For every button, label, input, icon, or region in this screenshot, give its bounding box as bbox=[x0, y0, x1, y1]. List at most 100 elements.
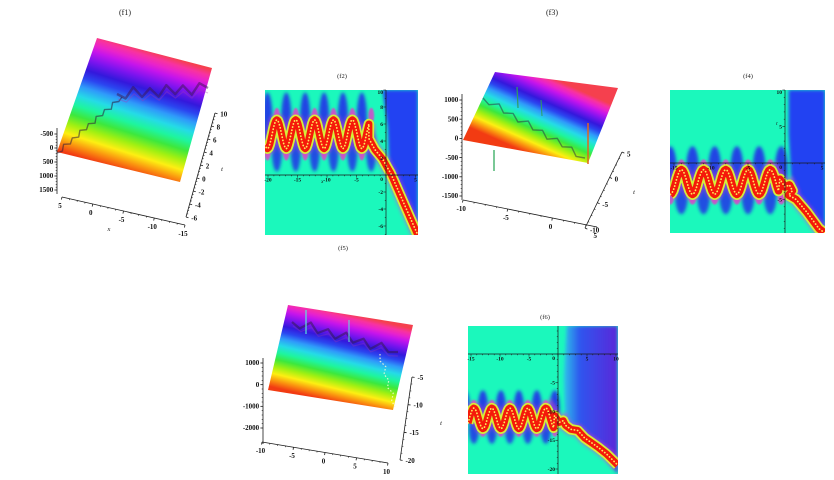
svg-text:-20: -20 bbox=[405, 457, 415, 465]
svg-text:-5: -5 bbox=[527, 356, 532, 362]
svg-text:-1000: -1000 bbox=[243, 403, 260, 411]
svg-text:t: t bbox=[440, 420, 442, 427]
svg-text:1000: 1000 bbox=[245, 359, 260, 367]
svg-text:500: 500 bbox=[448, 115, 459, 123]
svg-text:0: 0 bbox=[89, 209, 93, 217]
svg-text:-4: -4 bbox=[378, 207, 383, 213]
svg-text:-15: -15 bbox=[294, 177, 302, 183]
svg-text:-10: -10 bbox=[590, 226, 600, 234]
svg-text:-5: -5 bbox=[289, 452, 295, 460]
svg-text:-5: -5 bbox=[602, 201, 608, 209]
svg-text:x: x bbox=[320, 179, 324, 185]
panel-title-f1: (f1) bbox=[119, 8, 131, 17]
svg-text:-500: -500 bbox=[40, 130, 53, 138]
svg-text:6: 6 bbox=[380, 122, 383, 128]
figure-panel-f5: (f5) 1000 0 -1000 -2000 -10 -5 0 5 10 -5 -10 -15 -20… bbox=[228, 244, 458, 480]
svg-text:0: 0 bbox=[322, 457, 326, 465]
svg-text:-2: -2 bbox=[378, 190, 383, 196]
surface-plot-f1: -50005001000150050-5-10-151086420-2-4-6x… bbox=[39, 38, 228, 238]
svg-text:10: 10 bbox=[378, 90, 384, 96]
svg-text:-15: -15 bbox=[467, 356, 475, 362]
svg-text:-15: -15 bbox=[178, 230, 188, 238]
svg-text:10: 10 bbox=[777, 90, 783, 96]
surface-plot-f3: 1000 500 0 -500 -1000 -1500 -10 -5 0 5 5 0 -5 -10 t bbox=[442, 72, 635, 240]
svg-text:-2000: -2000 bbox=[243, 424, 260, 432]
density-plot-f2: -20 -15 -10 -5 5 -6 -4 -2 2 4 6 8 10 0 x bbox=[264, 89, 418, 235]
svg-text:-5: -5 bbox=[354, 177, 359, 183]
svg-text:6: 6 bbox=[213, 136, 217, 144]
svg-text:5: 5 bbox=[353, 463, 357, 471]
svg-text:-15: -15 bbox=[409, 429, 419, 437]
surface-plot-f5: 1000 0 -1000 -2000 -10 -5 0 5 10 -5 -10 -15 -20 t bbox=[243, 305, 442, 476]
svg-text:500: 500 bbox=[43, 158, 54, 166]
svg-text:5: 5 bbox=[627, 150, 631, 158]
svg-text:-10: -10 bbox=[548, 409, 556, 415]
svg-text:-10: -10 bbox=[413, 401, 423, 409]
svg-text:0: 0 bbox=[455, 135, 459, 143]
density-plot-f4: -15 -10 -5 5 -5 5 10 0 t bbox=[670, 89, 825, 233]
svg-text:-10: -10 bbox=[323, 177, 331, 183]
svg-text:1000: 1000 bbox=[444, 96, 459, 104]
svg-text:-6: -6 bbox=[378, 224, 383, 230]
svg-text:4: 4 bbox=[380, 139, 383, 145]
svg-text:t: t bbox=[221, 166, 223, 173]
svg-text:-5: -5 bbox=[550, 381, 555, 387]
svg-text:0: 0 bbox=[50, 144, 54, 152]
svg-text:10: 10 bbox=[220, 110, 228, 118]
svg-text:2: 2 bbox=[206, 162, 210, 170]
svg-text:5: 5 bbox=[414, 177, 417, 183]
svg-text:-4: -4 bbox=[195, 201, 201, 209]
svg-text:-5: -5 bbox=[417, 374, 423, 382]
svg-text:-10: -10 bbox=[496, 356, 504, 362]
figure-panel-f2: (f2) -20 -15 -10 -5 5 -6 -4 -2 2 4 6 8 10 0 x bbox=[263, 70, 421, 238]
svg-text:5: 5 bbox=[593, 232, 597, 240]
density-plot-f6: -15 -10 -5 5 10 -20 -15 -10 -5 0 bbox=[467, 326, 619, 474]
svg-text:5: 5 bbox=[586, 356, 589, 362]
svg-text:4: 4 bbox=[209, 149, 213, 157]
svg-text:5: 5 bbox=[821, 165, 824, 171]
svg-text:0: 0 bbox=[779, 165, 782, 171]
figure-panel-f1: (f1) -500 0 500 1000 1500 5 0 -5 -10 -15 10 8 6 4 2 0 -2… bbox=[5, 4, 245, 254]
svg-text:-5: -5 bbox=[746, 165, 751, 171]
svg-text:2: 2 bbox=[380, 156, 383, 162]
svg-text:8: 8 bbox=[217, 123, 221, 131]
panel-title-f2: (f2) bbox=[337, 73, 347, 80]
svg-text:-2: -2 bbox=[199, 188, 205, 196]
svg-text:0: 0 bbox=[615, 176, 619, 184]
svg-text:x: x bbox=[107, 226, 111, 233]
svg-text:-10: -10 bbox=[256, 447, 266, 455]
svg-text:-10: -10 bbox=[457, 205, 467, 213]
panel-title-f5: (f5) bbox=[338, 245, 348, 252]
svg-text:-1000: -1000 bbox=[442, 173, 459, 181]
svg-text:10: 10 bbox=[613, 356, 619, 362]
svg-text:8: 8 bbox=[380, 105, 383, 111]
panel-title-f4: (f4) bbox=[743, 73, 753, 80]
svg-text:-10: -10 bbox=[148, 223, 158, 231]
panel-title-f3: (f3) bbox=[546, 8, 558, 17]
svg-text:t: t bbox=[776, 121, 778, 127]
svg-text:0: 0 bbox=[552, 356, 555, 362]
svg-text:1500: 1500 bbox=[39, 186, 54, 194]
svg-text:t: t bbox=[633, 189, 635, 196]
svg-text:0: 0 bbox=[549, 223, 553, 231]
svg-text:-15: -15 bbox=[670, 165, 678, 171]
svg-text:-500: -500 bbox=[445, 154, 458, 162]
svg-text:0: 0 bbox=[380, 177, 383, 183]
svg-text:10: 10 bbox=[383, 468, 391, 476]
figure-panel-f6: (f6) -15 -10 -5 5 10 -20 -15 -10 -5 0 bbox=[466, 312, 624, 477]
svg-text:5: 5 bbox=[779, 124, 782, 130]
svg-text:-10: -10 bbox=[707, 165, 715, 171]
svg-text:-5: -5 bbox=[777, 197, 782, 203]
svg-text:0: 0 bbox=[256, 381, 260, 389]
svg-text:5: 5 bbox=[58, 202, 62, 210]
svg-text:-20: -20 bbox=[548, 467, 556, 473]
svg-text:-15: -15 bbox=[548, 438, 556, 444]
svg-text:-5: -5 bbox=[119, 216, 125, 224]
svg-text:-6: -6 bbox=[191, 214, 197, 222]
figure-panel-f3: (f3) 1000 500 0 -500 -1000 -1500 -10 -5 0 5 5 0 -5 -1… bbox=[438, 4, 666, 250]
svg-text:-1500: -1500 bbox=[442, 192, 459, 200]
figure-panel-f4: (f4) -15 -10 -5 5 -5 5 10 0 t bbox=[668, 70, 828, 236]
svg-text:-20: -20 bbox=[264, 177, 272, 183]
panel-title-f6: (f6) bbox=[540, 314, 550, 321]
